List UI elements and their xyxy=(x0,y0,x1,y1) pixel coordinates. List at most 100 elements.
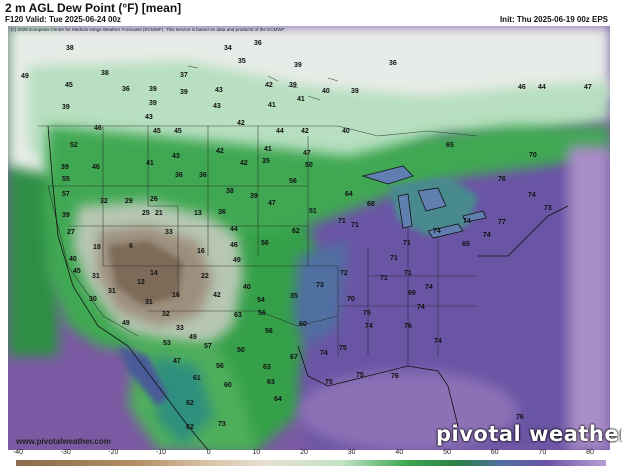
dew-point-value: 44 xyxy=(538,84,546,91)
dew-point-value: 73 xyxy=(316,282,324,289)
dew-point-value: 65 xyxy=(462,241,470,248)
dew-point-value: 34 xyxy=(224,45,232,52)
dew-point-value: 39 xyxy=(180,89,188,96)
dew-point-value: 70 xyxy=(347,296,355,303)
dew-point-value: 53 xyxy=(163,340,171,347)
dew-point-value: 41 xyxy=(264,146,272,153)
dew-point-value: 73 xyxy=(218,421,226,428)
colorbar-tick: -30 xyxy=(60,449,71,456)
brand-logo: pivotal weather xyxy=(436,422,622,446)
dew-point-value: 49 xyxy=(122,320,130,327)
dew-point-value: 72 xyxy=(340,270,348,277)
dew-point-value: 33 xyxy=(165,229,173,236)
dew-point-value: 50 xyxy=(305,162,313,169)
dew-point-value: 31 xyxy=(108,288,116,295)
dew-point-value: 39 xyxy=(250,193,258,200)
dew-point-value: 46 xyxy=(518,84,526,91)
dew-point-value: 62 xyxy=(292,228,300,235)
dew-point-value: 76 xyxy=(391,373,399,380)
site-url[interactable]: www.pivotalweather.com xyxy=(16,437,111,446)
dew-point-value: 49 xyxy=(21,73,29,80)
dew-point-value: 33 xyxy=(176,325,184,332)
dew-point-value: 35 xyxy=(262,158,270,165)
dew-point-value: 74 xyxy=(365,323,373,330)
dew-point-value: 57 xyxy=(62,191,70,198)
dew-point-value: 61 xyxy=(193,375,201,382)
dew-point-value: 74 xyxy=(434,338,442,345)
dew-point-value: 74 xyxy=(528,192,536,199)
dew-point-value: 47 xyxy=(584,84,592,91)
dew-point-value: 40 xyxy=(322,88,330,95)
colorbar-tick: 50 xyxy=(443,449,451,456)
dew-point-value: 60 xyxy=(299,321,307,328)
dew-point-value: 29 xyxy=(125,198,133,205)
dew-point-value: 55 xyxy=(62,176,70,183)
dew-point-value: 57 xyxy=(204,343,212,350)
dew-point-value: 42 xyxy=(240,160,248,167)
dew-point-value: 62 xyxy=(186,424,194,431)
dew-point-value: 43 xyxy=(215,87,223,94)
dew-point-value: 74 xyxy=(320,350,328,357)
colorbar-tick: -20 xyxy=(108,449,119,456)
colorbar-tick: -10 xyxy=(155,449,167,456)
dew-point-value: 45 xyxy=(73,268,81,275)
dew-point-value: 39 xyxy=(62,212,70,219)
dew-point-value: 36 xyxy=(175,172,183,179)
colorbar-tick: 40 xyxy=(395,449,404,456)
dew-point-value: 16 xyxy=(172,292,180,299)
dew-point-value: 75 xyxy=(363,310,371,317)
dew-point-value: 35 xyxy=(238,58,246,65)
dew-point-value: 64 xyxy=(274,396,282,403)
dew-point-value: 37 xyxy=(180,72,188,79)
dew-point-value: 46 xyxy=(230,242,238,249)
init-time: Init: Thu 2025-06-19 00z EPS xyxy=(499,15,608,24)
dew-point-value: 75 xyxy=(356,372,364,379)
dew-point-value: 75 xyxy=(339,345,347,352)
dew-point-value: 36 xyxy=(199,172,207,179)
dew-point-value: 39 xyxy=(149,86,157,93)
dew-point-value: 38 xyxy=(101,70,109,77)
dew-point-value: 39 xyxy=(61,164,69,171)
dew-point-value: 56 xyxy=(216,363,224,370)
dew-point-value: 31 xyxy=(92,273,100,280)
dew-point-value: 44 xyxy=(276,128,284,135)
dew-point-value: 36 xyxy=(389,60,397,67)
dew-point-value: 25 xyxy=(142,210,150,217)
dew-point-value: 30 xyxy=(89,296,97,303)
colorbar-tick: 80 xyxy=(586,449,594,456)
dew-point-value: 42 xyxy=(237,120,245,127)
colorbar-tick: 10 xyxy=(252,449,261,456)
dew-point-value: 67 xyxy=(290,354,298,361)
dew-point-value: 77 xyxy=(498,219,506,226)
dew-point-value: 56 xyxy=(261,240,269,247)
dew-point-value: 42 xyxy=(265,82,273,89)
dew-point-value: 63 xyxy=(267,379,275,386)
dew-point-value: 35 xyxy=(290,293,298,300)
dew-point-value: 12 xyxy=(137,279,145,286)
dew-point-value: 71 xyxy=(351,222,359,229)
dew-point-value: 39 xyxy=(149,100,157,107)
colorbar-tick: 70 xyxy=(538,449,547,456)
dew-point-value: 44 xyxy=(230,226,238,233)
dew-point-value: 18 xyxy=(93,244,101,251)
dew-point-value: 40 xyxy=(243,284,251,291)
dew-point-value: 6 xyxy=(129,243,133,250)
dew-point-value: 40 xyxy=(69,256,77,263)
dew-point-value: 71 xyxy=(403,240,411,247)
dew-point-value: 76 xyxy=(404,323,412,330)
dew-point-value: 21 xyxy=(155,210,163,217)
dew-point-value: 40 xyxy=(342,128,350,135)
dew-point-value: 47 xyxy=(268,200,276,207)
dew-point-value: 45 xyxy=(65,82,73,89)
dew-point-value: 46 xyxy=(92,164,100,171)
map-title: 2 m AGL Dew Point (°F) [mean] xyxy=(5,1,182,15)
dew-point-value: 39 xyxy=(294,62,302,69)
dew-point-value: 68 xyxy=(367,201,375,208)
dew-point-value: 39 xyxy=(351,88,359,95)
dew-point-value: 63 xyxy=(234,312,242,319)
dew-point-value: 13 xyxy=(194,210,202,217)
dew-point-map xyxy=(8,26,610,450)
dew-point-value: 73 xyxy=(544,205,552,212)
dew-point-value: 74 xyxy=(483,232,491,239)
dew-point-value: 71 xyxy=(380,275,388,282)
